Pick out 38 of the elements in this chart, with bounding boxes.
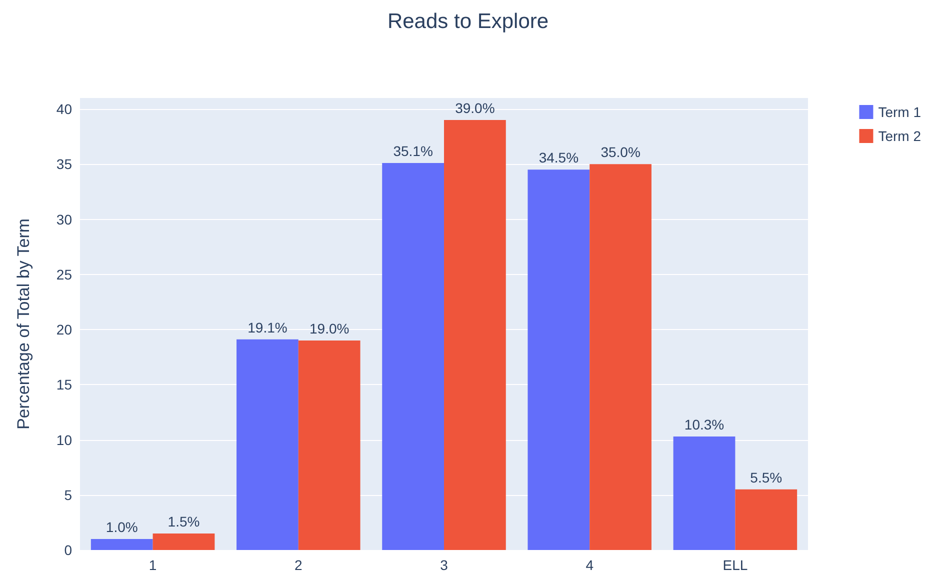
y-tick-label: 20: [56, 322, 72, 338]
bar: [590, 164, 652, 550]
bar: [382, 163, 444, 550]
y-tick-label: 30: [56, 211, 72, 228]
y-tick-label: 15: [56, 376, 72, 393]
bar: [735, 489, 798, 550]
data-label: 19.0%: [309, 320, 350, 337]
x-tick-label: 2: [294, 557, 302, 572]
bar: [528, 170, 590, 550]
data-label: 10.3%: [684, 416, 724, 432]
y-tick-label: 35: [56, 156, 72, 172]
x-tick-label: 1: [148, 557, 157, 572]
data-label: 35.1%: [393, 143, 433, 160]
legend-label: Term 2: [878, 128, 922, 144]
y-axis-title: Percentage of Total by Term: [14, 218, 33, 430]
bar: [90, 538, 153, 550]
bar: [152, 533, 215, 550]
data-label: 1.5%: [168, 513, 200, 530]
data-label: 39.0%: [455, 100, 495, 116]
y-tick-label: 40: [56, 101, 72, 118]
y-tick-label: 0: [64, 542, 72, 558]
data-label: 19.1%: [248, 319, 288, 336]
chart-title: Reads to Explore: [387, 10, 549, 33]
x-tick-label: 4: [586, 557, 594, 572]
bar: [444, 120, 506, 550]
legend-label: Term 1: [878, 104, 922, 120]
data-label: 1.0%: [106, 518, 138, 535]
data-label: 34.5%: [538, 150, 579, 166]
bar: [236, 339, 298, 550]
data-label: 5.5%: [750, 469, 782, 486]
y-tick-label: 25: [56, 266, 72, 282]
bar: [298, 340, 360, 550]
y-tick-label: 10: [56, 432, 72, 448]
x-tick-label: ELL: [722, 557, 748, 572]
bar: [673, 436, 736, 550]
x-tick-label: 3: [440, 557, 448, 572]
data-label: 35.0%: [600, 144, 640, 160]
y-tick-label: 5: [64, 486, 72, 503]
